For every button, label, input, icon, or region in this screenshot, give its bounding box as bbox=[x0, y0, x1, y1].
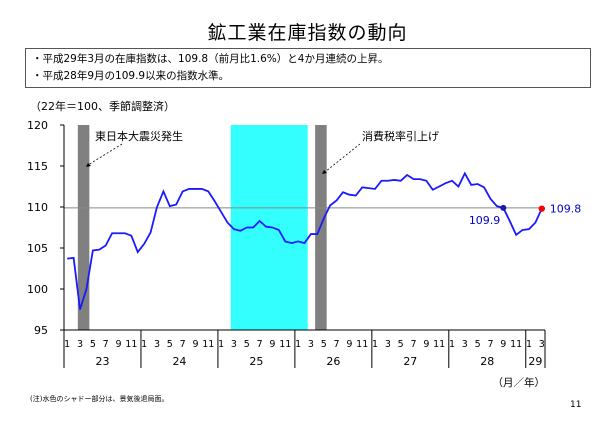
x-tick-label: 7 bbox=[487, 339, 493, 350]
annotation-point-2017-03 bbox=[538, 205, 545, 212]
y-tick-label: 100 bbox=[27, 283, 48, 296]
event-label-earthquake: 東日本大震災発生 bbox=[95, 129, 183, 143]
y-tick-label: 115 bbox=[27, 160, 48, 173]
x-tick-label: 7 bbox=[411, 339, 417, 350]
x-tick-label: 5 bbox=[244, 339, 250, 350]
year-label: 29 bbox=[528, 355, 542, 368]
x-tick-label: 1 bbox=[295, 339, 301, 350]
unit-note: （22年＝100、季節調整済） bbox=[30, 100, 175, 113]
x-tick-label: 1 bbox=[218, 339, 224, 350]
summary-note-1: ・平成29年3月の在庫指数は、109.8（前月比1.6%）と4か月連続の上昇。 bbox=[32, 53, 389, 65]
x-tick-label: 7 bbox=[180, 339, 186, 350]
page-number: 11 bbox=[570, 400, 582, 410]
event-arrowhead-earthquake bbox=[86, 163, 91, 167]
x-tick-label: 1 bbox=[372, 339, 378, 350]
x-tick-label: 1 bbox=[449, 339, 455, 350]
annotation-label-2017-03: 109.8 bbox=[550, 203, 582, 216]
x-tick-label: 3 bbox=[154, 339, 160, 350]
footnote: (注)水色のシャドー部分は、景気後退局面。 bbox=[30, 395, 169, 403]
x-tick-label: 9 bbox=[500, 339, 506, 350]
event-arrow-earthquake bbox=[87, 143, 123, 166]
x-tick-label: 5 bbox=[475, 339, 481, 350]
x-tick-label: 5 bbox=[90, 339, 96, 350]
annotation-point-2016-09 bbox=[500, 204, 507, 211]
year-label: 25 bbox=[249, 355, 263, 368]
event-arrowhead-tax bbox=[322, 170, 327, 174]
x-tick-label: 1 bbox=[526, 339, 532, 350]
x-tick-label: 3 bbox=[385, 339, 391, 350]
x-tick-label: 5 bbox=[398, 339, 404, 350]
year-label: 26 bbox=[326, 355, 340, 368]
year-label: 23 bbox=[95, 355, 109, 368]
x-tick-label: 11 bbox=[433, 339, 445, 350]
x-tick-label: 3 bbox=[539, 339, 545, 350]
x-tick-label: 9 bbox=[269, 339, 275, 350]
summary-note-2: ・平成28年9月の109.9以来の指数水準。 bbox=[32, 70, 230, 82]
event-bar-0 bbox=[77, 125, 90, 330]
x-tick-label: 7 bbox=[334, 339, 340, 350]
x-tick-label: 7 bbox=[257, 339, 263, 350]
x-tick-label: 9 bbox=[192, 339, 198, 350]
x-tick-label: 3 bbox=[231, 339, 237, 350]
x-tick-label: 7 bbox=[103, 339, 109, 350]
year-label: 24 bbox=[172, 355, 186, 368]
x-tick-label: 11 bbox=[279, 339, 291, 350]
event-label-tax: 消費税率引上げ bbox=[362, 129, 439, 143]
y-tick-label: 105 bbox=[27, 242, 48, 255]
x-tick-label: 1 bbox=[64, 339, 70, 350]
page-title: 鉱工業在庫指数の動向 bbox=[207, 22, 408, 44]
x-tick-label: 11 bbox=[356, 339, 368, 350]
event-arrow-tax bbox=[324, 143, 361, 173]
y-tick-label: 95 bbox=[34, 324, 48, 337]
x-tick-label: 3 bbox=[77, 339, 83, 350]
x-tick-label: 1 bbox=[141, 339, 147, 350]
x-tick-label: 9 bbox=[346, 339, 352, 350]
x-tick-label: 11 bbox=[202, 339, 214, 350]
year-label: 28 bbox=[480, 355, 494, 368]
year-label: 27 bbox=[403, 355, 417, 368]
x-axis-label: （月／年） bbox=[493, 376, 546, 389]
x-tick-label: 5 bbox=[167, 339, 173, 350]
y-tick-label: 110 bbox=[27, 201, 48, 214]
annotation-label-2016-09: 109.9 bbox=[469, 214, 501, 227]
summary-notes: ・平成29年3月の在庫指数は、109.8（前月比1.6%）と4か月連続の上昇。 … bbox=[25, 48, 591, 88]
x-tick-label: 3 bbox=[308, 339, 314, 350]
y-tick-label: 120 bbox=[27, 119, 48, 132]
x-tick-label: 3 bbox=[462, 339, 468, 350]
x-tick-label: 11 bbox=[125, 339, 137, 350]
x-tick-label: 9 bbox=[423, 339, 429, 350]
x-tick-label: 5 bbox=[321, 339, 327, 350]
x-tick-label: 11 bbox=[510, 339, 522, 350]
x-tick-label: 9 bbox=[115, 339, 121, 350]
